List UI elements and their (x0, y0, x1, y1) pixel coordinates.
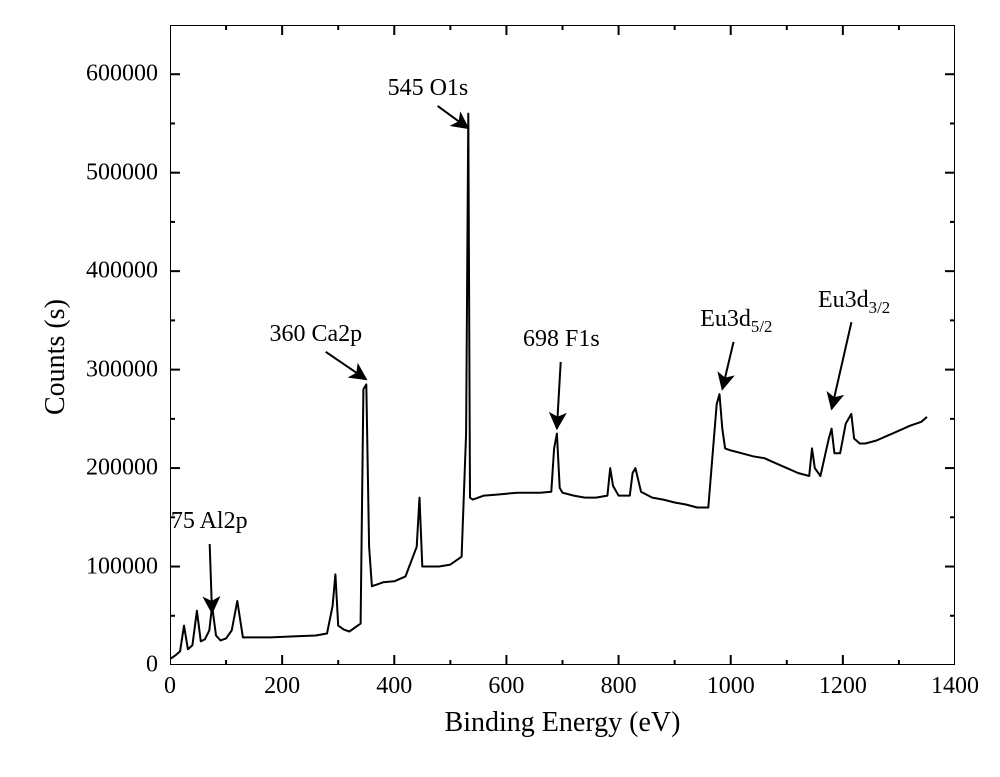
annotation-arrow (326, 352, 367, 380)
tick-label: 1200 (819, 673, 867, 700)
annotation-arrow (438, 106, 469, 128)
tick-label: 1000 (707, 673, 755, 700)
spectrum-line (170, 114, 927, 660)
xps-spectrum-figure: Counts (s) Binding Energy (eV) 0 200 400 60… (0, 0, 1000, 777)
peak-annotation: Eu3d3/2 (818, 287, 890, 318)
annotation-arrow (832, 322, 852, 409)
annotation-arrow (210, 544, 212, 613)
tick-label: 500000 (86, 159, 158, 186)
peak-annotation: Eu3d5/2 (700, 306, 772, 337)
tick-label: 800 (601, 673, 637, 700)
peak-annotation: 545 O1s (388, 75, 469, 102)
peak-annotation: 75 Al2p (171, 508, 248, 535)
tick-label: 200000 (86, 455, 158, 482)
tick-label: 300000 (86, 356, 158, 383)
tick-label: 100000 (86, 553, 158, 580)
peak-annotation: 698 F1s (523, 326, 600, 353)
tick-label: 200 (264, 673, 300, 700)
tick-label: 0 (164, 673, 176, 700)
tick-label: 600000 (86, 61, 158, 88)
tick-label: 400 (376, 673, 412, 700)
annotation-arrow (722, 342, 733, 389)
annotation-arrow (557, 362, 561, 429)
x-axis-label: Binding Energy (eV) (445, 707, 681, 739)
tick-label: 400000 (86, 258, 158, 285)
tick-label: 600 (488, 673, 524, 700)
y-axis-label: Counts (s) (40, 299, 72, 415)
tick-label: 1400 (931, 673, 979, 700)
peak-annotation: 360 Ca2p (269, 321, 362, 348)
tick-label: 0 (146, 652, 158, 679)
